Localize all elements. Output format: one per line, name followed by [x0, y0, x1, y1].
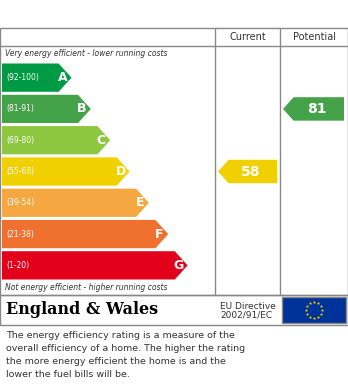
- Polygon shape: [2, 95, 91, 123]
- Text: Not energy efficient - higher running costs: Not energy efficient - higher running co…: [5, 283, 167, 292]
- Polygon shape: [283, 97, 344, 121]
- Text: Current: Current: [229, 32, 266, 42]
- Text: E: E: [136, 196, 144, 209]
- Text: A: A: [58, 71, 68, 84]
- Text: The energy efficiency rating is a measure of the
overall efficiency of a home. T: The energy efficiency rating is a measur…: [6, 331, 245, 378]
- Polygon shape: [2, 251, 188, 280]
- Bar: [282, 297, 346, 323]
- Text: (21-38): (21-38): [6, 230, 34, 239]
- Text: D: D: [116, 165, 126, 178]
- Text: F: F: [155, 228, 164, 240]
- Text: (81-91): (81-91): [6, 104, 34, 113]
- Text: Potential: Potential: [293, 32, 335, 42]
- Text: Energy Efficiency Rating: Energy Efficiency Rating: [10, 5, 239, 23]
- Text: 2002/91/EC: 2002/91/EC: [220, 311, 272, 320]
- Text: 58: 58: [241, 165, 260, 179]
- Text: G: G: [174, 259, 184, 272]
- Text: B: B: [77, 102, 87, 115]
- Text: Very energy efficient - lower running costs: Very energy efficient - lower running co…: [5, 50, 167, 59]
- Text: C: C: [97, 134, 106, 147]
- Text: EU Directive: EU Directive: [220, 302, 276, 311]
- Text: (92-100): (92-100): [6, 73, 39, 82]
- Polygon shape: [2, 63, 71, 92]
- Text: (69-80): (69-80): [6, 136, 34, 145]
- Text: (39-54): (39-54): [6, 198, 34, 207]
- Text: England & Wales: England & Wales: [6, 301, 158, 319]
- Polygon shape: [2, 157, 129, 186]
- Polygon shape: [2, 188, 149, 217]
- Text: (55-68): (55-68): [6, 167, 34, 176]
- Text: 81: 81: [307, 102, 326, 116]
- Text: (1-20): (1-20): [6, 261, 29, 270]
- Polygon shape: [2, 220, 168, 248]
- Polygon shape: [2, 126, 110, 154]
- Polygon shape: [218, 160, 277, 183]
